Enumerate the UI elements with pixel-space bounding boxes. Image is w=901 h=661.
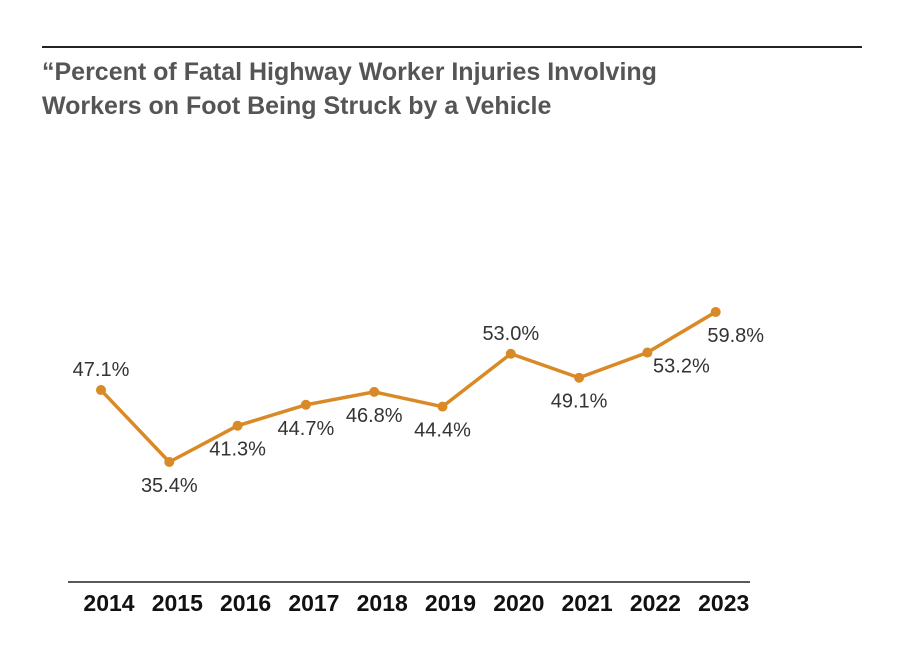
data-label-2015: 35.4% [141,475,198,497]
data-point-2017 [300,399,311,410]
data-label-2019: 44.4% [414,420,471,442]
data-label-2014: 47.1% [73,359,130,381]
x-tick-2018: 2018 [357,590,408,616]
data-point-2015 [164,457,175,467]
x-tick-2021: 2021 [562,590,613,616]
x-tick-2023: 2023 [698,590,749,616]
data-point-2016 [232,420,243,431]
data-label-2022: 53.2% [653,356,710,378]
data-label-2020: 53.0% [482,323,539,345]
data-point-2014 [96,385,106,396]
data-point-2022 [642,347,653,358]
data-point-2023 [710,306,721,317]
x-axis-ticks: 2014 2015 2016 2017 2018 2019 2020 2021 2022 2023 [83,590,749,616]
data-label-2018: 46.8% [346,405,403,427]
x-tick-2022: 2022 [630,590,681,616]
chart-title-line-2: Workers on Foot Being Struck by a Vehicl… [42,92,551,120]
data-label-2023: 59.8% [707,325,764,347]
data-point-2020 [505,348,516,359]
x-tick-2014: 2014 [83,590,134,616]
data-label-2017: 44.7% [278,418,335,440]
x-tick-2019: 2019 [425,590,476,616]
series-layer: 47.1% 35.4% 41.3% 44.7% 46.8% 44.4% 53.0% 49.1%… [73,306,764,497]
chart-title-line-1: “Percent of Fatal Highway Worker Injurie… [42,58,657,86]
x-tick-2020: 2020 [493,590,544,616]
x-tick-2017: 2017 [288,590,339,616]
data-label-2021: 49.1% [551,391,608,413]
series-line [99,310,717,464]
x-tick-2015: 2015 [152,590,203,616]
data-point-2019 [437,401,448,412]
data-label-2016: 41.3% [209,439,266,461]
x-tick-2016: 2016 [220,590,271,616]
data-point-2018 [369,386,380,397]
data-point-2021 [574,372,585,383]
